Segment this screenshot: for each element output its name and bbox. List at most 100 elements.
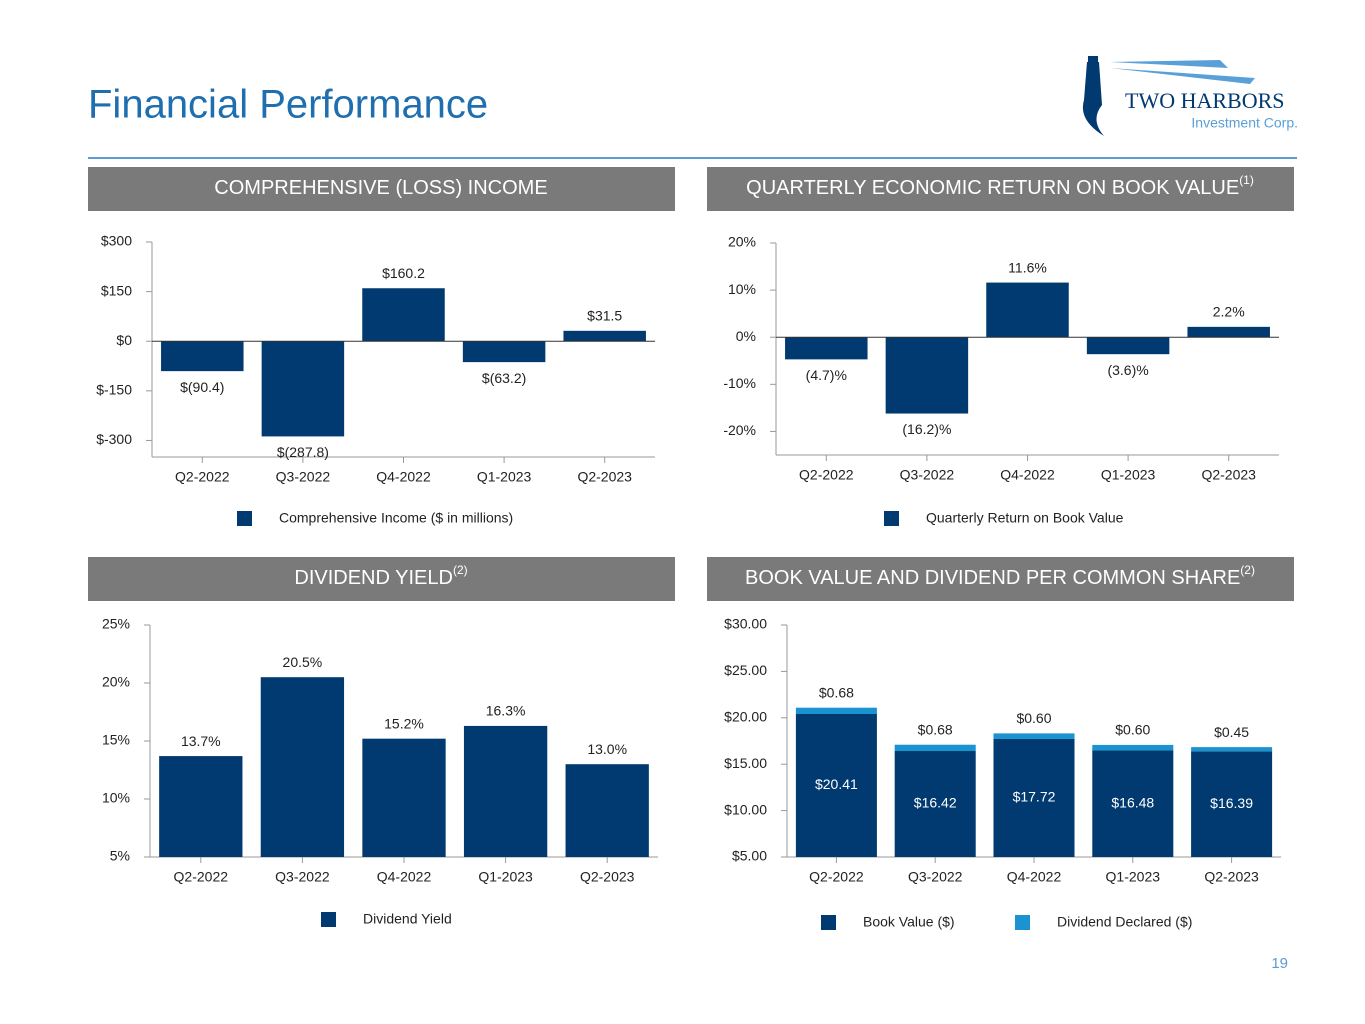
value-label: $16.48: [1111, 794, 1154, 810]
page-number: 19: [1271, 955, 1288, 972]
y-tick-label: 25%: [102, 616, 130, 632]
value-label: $0.45: [1214, 724, 1249, 740]
panel-header: [88, 167, 675, 211]
y-tick-label: 15%: [102, 732, 130, 748]
x-tick-label: Q3-2022: [900, 467, 955, 483]
bar: [885, 337, 969, 414]
x-tick-label: Q2-2022: [809, 869, 864, 885]
bar: [1092, 744, 1174, 751]
bar: [463, 725, 548, 857]
x-tick-label: Q3-2022: [275, 869, 330, 885]
bar: [1187, 326, 1270, 338]
legend-label: Dividend Declared ($): [1057, 914, 1192, 930]
bar: [565, 764, 649, 857]
value-label: (4.7)%: [806, 367, 847, 383]
value-label: $(287.8): [277, 444, 329, 460]
bar: [795, 707, 877, 714]
bar: [1086, 337, 1170, 355]
y-tick-label: $20.00: [724, 709, 767, 725]
y-tick-label: $15.00: [724, 755, 767, 771]
x-tick-label: Q1-2023: [1106, 869, 1161, 885]
slide-title: Financial Performance: [88, 83, 488, 127]
value-label: $0.68: [819, 684, 854, 700]
legend-swatch: [884, 511, 899, 526]
x-tick-label: Q4-2022: [1000, 467, 1055, 483]
y-tick-label: -20%: [723, 422, 756, 438]
bar: [161, 341, 244, 372]
y-tick-label: -10%: [723, 375, 756, 391]
legend-label: Quarterly Return on Book Value: [926, 510, 1124, 526]
panel-title: QUARTERLY ECONOMIC RETURN ON BOOK VALUE(…: [746, 173, 1254, 199]
value-label: 2.2%: [1213, 304, 1245, 320]
panel-header: [707, 557, 1294, 601]
logo-name: TWO HARBORS: [1125, 88, 1285, 113]
value-label: 11.6%: [1008, 259, 1047, 275]
x-tick-label: Q2-2023: [1204, 869, 1259, 885]
bar: [563, 330, 646, 342]
bar: [362, 738, 446, 857]
y-tick-label: 10%: [728, 281, 756, 297]
bar: [362, 288, 445, 342]
value-label: (16.2)%: [902, 421, 951, 437]
panel-title-text: DIVIDEND YIELD: [294, 567, 453, 589]
value-label: $16.42: [914, 795, 957, 811]
bar: [986, 282, 1069, 338]
bar: [159, 756, 243, 857]
y-tick-label: $30.00: [724, 616, 767, 632]
x-tick-label: Q1-2023: [478, 869, 533, 885]
x-tick-label: Q2-2023: [580, 869, 635, 885]
legend-label: Comprehensive Income ($ in millions): [279, 510, 513, 526]
bar: [785, 337, 868, 360]
panel-title-text: BOOK VALUE AND DIVIDEND PER COMMON SHARE: [745, 567, 1240, 589]
x-tick-label: Q4-2022: [376, 469, 431, 485]
bar: [894, 751, 976, 857]
y-tick-label: $25.00: [724, 662, 767, 678]
y-tick-label: 10%: [102, 790, 130, 806]
value-label: 15.2%: [384, 715, 424, 731]
panel-title: BOOK VALUE AND DIVIDEND PER COMMON SHARE…: [745, 563, 1255, 589]
value-label: $16.39: [1210, 795, 1253, 811]
bar: [993, 733, 1075, 739]
x-tick-label: Q3-2022: [908, 869, 963, 885]
legend-swatch: [321, 912, 336, 927]
y-tick-label: $150: [101, 282, 132, 298]
value-label: $17.72: [1013, 789, 1056, 805]
legend-swatch: [237, 511, 252, 526]
y-tick-label: 0%: [736, 328, 756, 344]
value-label: $160.2: [382, 265, 425, 281]
bar: [894, 744, 976, 752]
panel-title-text: COMPREHENSIVE (LOSS) INCOME: [214, 177, 547, 199]
y-tick-label: 20%: [728, 234, 756, 250]
x-tick-label: Q2-2023: [577, 469, 632, 485]
footnote-marker: (2): [453, 563, 468, 577]
bar: [462, 341, 546, 363]
legend-label: Book Value ($): [863, 914, 955, 930]
x-tick-label: Q2-2022: [175, 469, 230, 485]
value-label: (3.6)%: [1107, 362, 1148, 378]
legend-swatch: [1015, 915, 1030, 930]
footnote-marker: (1): [1239, 173, 1254, 187]
value-label: $0.68: [918, 721, 953, 737]
x-tick-label: Q1-2023: [477, 469, 532, 485]
value-label: $(63.2): [482, 370, 526, 386]
panel-header: [707, 167, 1294, 211]
panel-title: COMPREHENSIVE (LOSS) INCOME: [214, 177, 547, 199]
bar: [993, 738, 1075, 857]
bar: [795, 713, 877, 857]
bar: [1191, 747, 1273, 752]
x-tick-label: Q2-2023: [1201, 467, 1256, 483]
bar: [260, 677, 345, 857]
x-tick-label: Q4-2022: [377, 869, 432, 885]
legend-label: Dividend Yield: [363, 911, 452, 927]
y-tick-label: $5.00: [732, 848, 767, 864]
x-tick-label: Q2-2022: [799, 467, 854, 483]
y-tick-label: $-300: [96, 431, 132, 447]
logo-subtitle: Investment Corp.: [1191, 115, 1298, 131]
value-label: 20.5%: [283, 654, 323, 670]
y-tick-label: $0: [116, 332, 132, 348]
y-tick-label: 5%: [110, 848, 130, 864]
y-tick-label: $10.00: [724, 801, 767, 817]
value-label: 13.0%: [587, 741, 627, 757]
value-label: 13.7%: [181, 733, 221, 749]
